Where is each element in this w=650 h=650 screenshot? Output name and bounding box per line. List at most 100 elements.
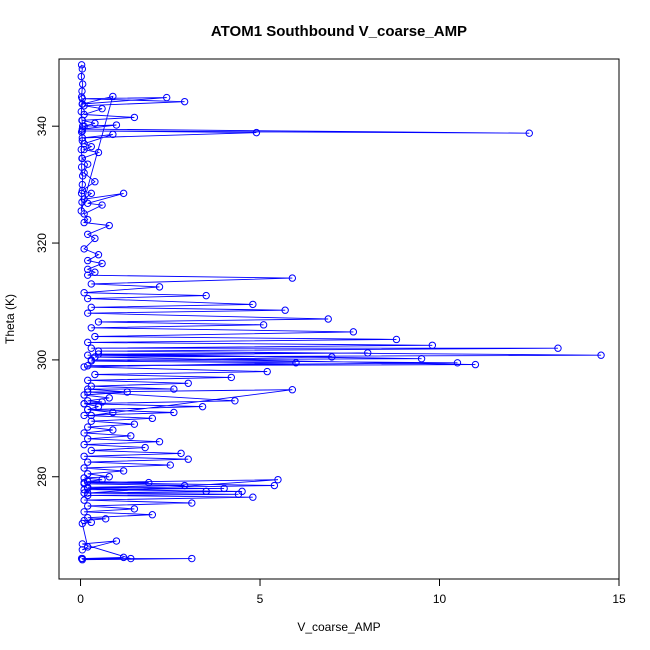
data-point bbox=[84, 502, 92, 510]
data-point bbox=[91, 119, 99, 127]
data-point bbox=[94, 350, 103, 358]
data-point bbox=[417, 355, 426, 363]
data-point bbox=[84, 230, 92, 238]
data-point bbox=[220, 484, 228, 493]
data-point bbox=[78, 546, 87, 554]
data-point bbox=[453, 359, 462, 367]
data-point bbox=[80, 464, 88, 472]
data-point bbox=[188, 554, 196, 563]
data-point bbox=[77, 554, 86, 563]
data-point bbox=[180, 97, 189, 106]
data-point bbox=[166, 461, 174, 469]
data-point bbox=[78, 65, 87, 73]
data-point bbox=[292, 359, 300, 367]
data-point bbox=[80, 411, 88, 420]
data-point bbox=[80, 210, 88, 218]
data-point bbox=[94, 148, 103, 157]
data-point bbox=[87, 417, 96, 425]
data-point bbox=[84, 484, 92, 493]
data-point bbox=[328, 353, 336, 361]
data-point bbox=[91, 332, 99, 341]
data-point bbox=[130, 420, 139, 428]
data-point bbox=[78, 100, 87, 108]
data-point bbox=[471, 360, 480, 369]
data-point bbox=[274, 475, 282, 484]
data-point bbox=[145, 478, 153, 487]
data-point bbox=[84, 160, 92, 168]
data-point bbox=[84, 491, 92, 500]
data-point bbox=[119, 467, 128, 475]
data-point bbox=[392, 335, 401, 344]
data-point bbox=[80, 169, 88, 177]
data-point bbox=[80, 508, 88, 516]
data-point bbox=[84, 458, 92, 466]
data-point bbox=[525, 129, 533, 137]
data-point bbox=[263, 367, 271, 376]
data-point bbox=[105, 221, 113, 230]
data-point bbox=[109, 130, 117, 139]
data-point bbox=[249, 493, 257, 501]
data-point bbox=[234, 490, 243, 498]
data-point bbox=[91, 234, 99, 243]
data-point bbox=[78, 95, 87, 103]
data-point bbox=[84, 362, 92, 370]
data-point bbox=[127, 432, 135, 440]
data-point bbox=[112, 121, 121, 129]
data-point bbox=[123, 388, 131, 396]
data-point bbox=[98, 201, 106, 209]
data-point bbox=[94, 251, 103, 259]
data-point bbox=[87, 142, 96, 151]
data-point bbox=[130, 505, 139, 513]
data-point bbox=[78, 87, 86, 95]
data-point bbox=[84, 405, 92, 414]
data-point bbox=[84, 489, 92, 497]
data-point bbox=[109, 426, 117, 434]
x-axis-label: V_coarse_AMP bbox=[297, 620, 380, 634]
y-axis-label: Theta (K) bbox=[3, 294, 17, 344]
data-point bbox=[87, 324, 96, 332]
y-tick-label: 340 bbox=[35, 116, 49, 136]
data-point bbox=[80, 363, 88, 371]
series-line bbox=[80, 64, 602, 561]
data-point bbox=[84, 388, 92, 396]
data-point bbox=[87, 280, 96, 288]
data-point bbox=[78, 186, 87, 195]
data-point bbox=[101, 515, 110, 523]
data-point bbox=[288, 274, 297, 282]
y-tick-label: 320 bbox=[35, 233, 49, 253]
data-point bbox=[84, 435, 92, 443]
x-tick-label: 10 bbox=[433, 592, 447, 606]
data-point bbox=[227, 373, 236, 382]
data-point bbox=[80, 496, 88, 504]
data-point bbox=[91, 268, 99, 276]
data-point bbox=[148, 511, 157, 519]
data-point bbox=[98, 104, 106, 113]
data-point bbox=[184, 379, 192, 387]
data-point bbox=[78, 540, 87, 548]
data-point bbox=[94, 402, 103, 411]
chart-title: ATOM1 Southbound V_coarse_AMP bbox=[211, 23, 467, 40]
data-point bbox=[84, 265, 92, 274]
data-point bbox=[78, 154, 87, 163]
data-point bbox=[77, 72, 85, 81]
data-point bbox=[119, 189, 128, 198]
data-point bbox=[98, 398, 106, 406]
data-point bbox=[91, 177, 99, 186]
data-point bbox=[198, 402, 207, 411]
data-point bbox=[94, 318, 103, 326]
data-point bbox=[270, 481, 279, 490]
data-point bbox=[87, 518, 96, 527]
x-tick-label: 5 bbox=[257, 592, 264, 606]
data-point bbox=[84, 423, 92, 431]
data-point bbox=[84, 338, 92, 347]
data-point bbox=[87, 189, 96, 198]
data-point bbox=[78, 127, 87, 135]
data-point bbox=[87, 411, 96, 420]
data-point bbox=[324, 315, 332, 323]
data-point bbox=[288, 385, 297, 394]
data-point bbox=[109, 92, 117, 101]
data-point bbox=[94, 347, 103, 355]
data-point bbox=[84, 309, 92, 317]
data-point bbox=[78, 519, 87, 528]
